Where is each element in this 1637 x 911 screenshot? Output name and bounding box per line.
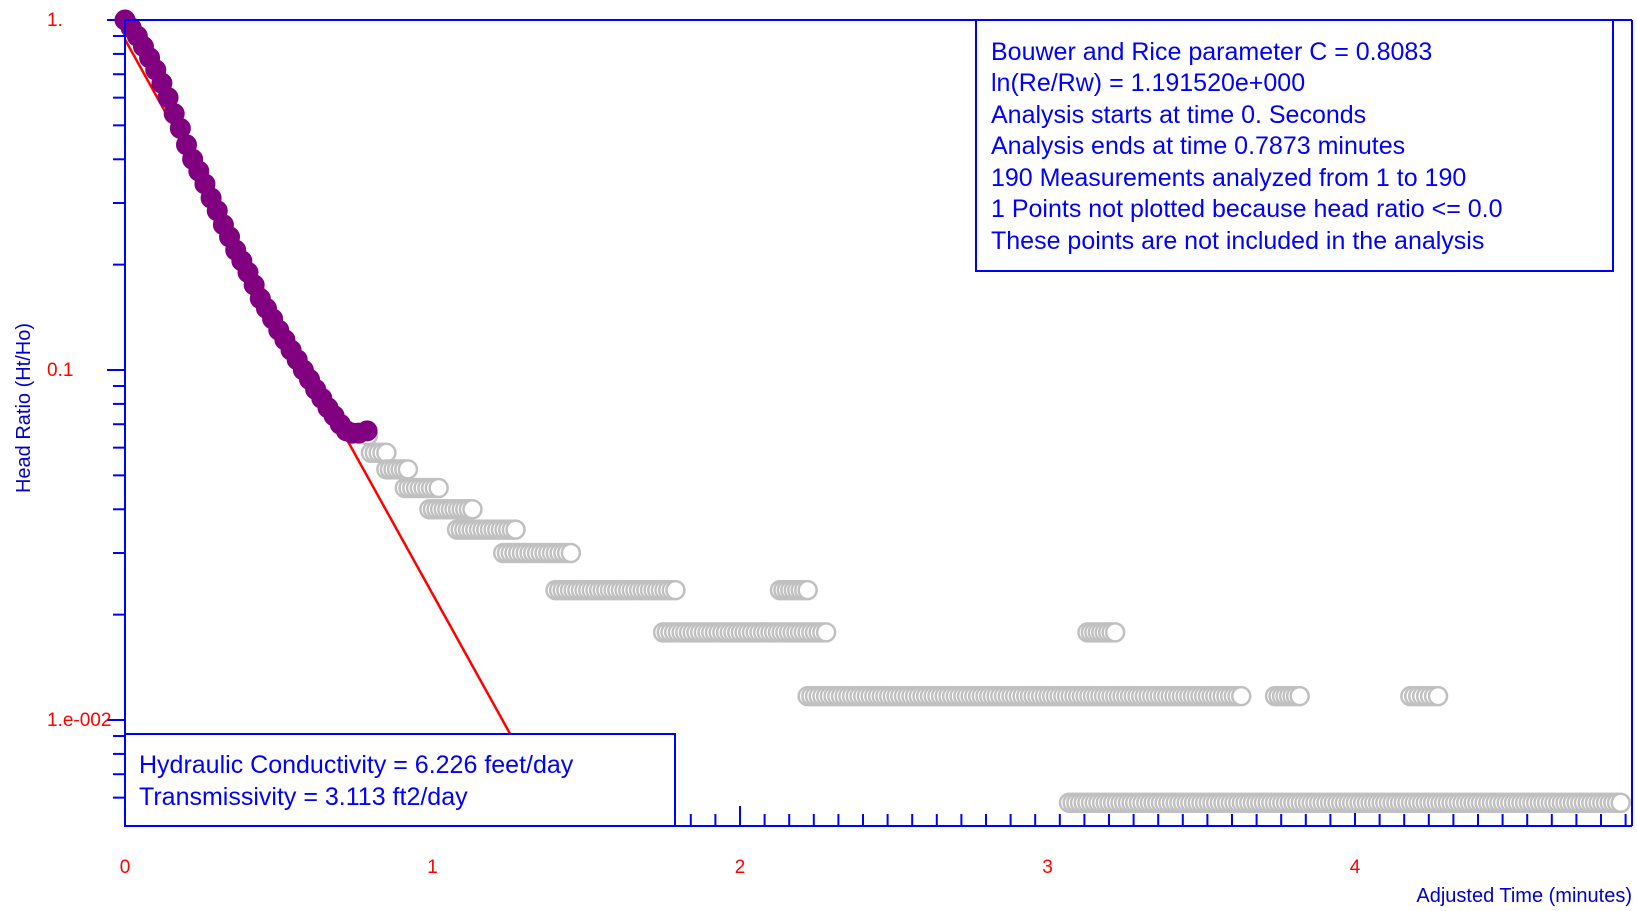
results-box: Hydraulic Conductivity = 6.226 feet/day … <box>124 733 676 827</box>
x-tick-label: 4 <box>1350 857 1361 878</box>
result-line: Transmissivity = 3.113 ft2/day <box>139 783 468 811</box>
data-point-unanalyzed <box>397 459 419 480</box>
param-line: ln(Re/Rw) = 1.191520e+000 <box>991 69 1305 97</box>
data-point-unanalyzed <box>462 499 483 520</box>
param-line: Bouwer and Rice parameter C = 0.8083 <box>991 38 1432 66</box>
data-point-unanalyzed <box>560 542 582 564</box>
data-point-unanalyzed <box>1289 685 1310 707</box>
param-line: Analysis ends at time 0.7873 minutes <box>991 132 1405 160</box>
data-point-unanalyzed <box>1427 685 1449 707</box>
parameters-box: Bouwer and Rice parameter C = 0.8083 ln(… <box>975 19 1614 272</box>
tick-labels: 0 1 2 3 4 1. 0.1 1.e-002 <box>47 10 1361 878</box>
data-point-unanalyzed <box>1104 622 1126 643</box>
x-tick-label: 3 <box>1042 857 1053 878</box>
data-point-unanalyzed <box>376 442 397 464</box>
y-axis-title: Head Ratio (Ht/Ho) <box>13 323 35 493</box>
x-tick-label: 1 <box>427 857 438 878</box>
analyzed-points <box>114 9 378 444</box>
data-point-unanalyzed <box>1610 792 1631 814</box>
x-tick-label: 2 <box>735 857 746 878</box>
param-line: 1 Points not plotted because head ratio … <box>991 195 1503 223</box>
unanalyzed-points <box>357 425 1631 814</box>
y-tick-label: 1. <box>47 10 63 31</box>
param-line: 190 Measurements analyzed from 1 to 190 <box>991 164 1466 192</box>
data-point-unanalyzed <box>815 622 837 643</box>
data-point-unanalyzed <box>428 477 449 499</box>
data-point-unanalyzed <box>505 519 526 540</box>
data-point-unanalyzed <box>797 579 818 601</box>
y-tick-label: 1.e-002 <box>47 710 111 731</box>
result-line: Hydraulic Conductivity = 6.226 feet/day <box>139 751 574 779</box>
param-line: These points are not included in the ana… <box>991 227 1484 255</box>
data-point-unanalyzed <box>1230 685 1252 707</box>
x-axis-title: Adjusted Time (minutes) <box>1416 885 1632 907</box>
data-point-unanalyzed <box>665 579 686 601</box>
y-tick-label: 0.1 <box>47 360 73 381</box>
param-line: Analysis starts at time 0. Seconds <box>991 101 1366 129</box>
data-point-analyzed <box>356 420 378 442</box>
x-tick-label: 0 <box>120 857 131 878</box>
